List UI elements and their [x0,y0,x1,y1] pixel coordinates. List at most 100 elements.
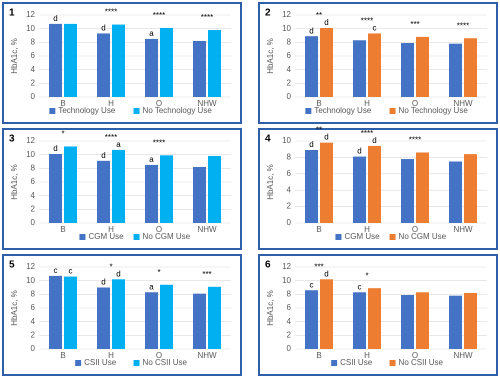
y-tick-label: 12 [26,136,35,145]
bar [193,293,206,349]
bar [320,279,333,349]
x-tick-label: H [108,351,114,360]
legend-swatch [75,360,82,366]
bar [449,43,462,97]
bar [160,155,173,223]
significance-letter: d [101,278,105,287]
significance-letter: c [54,266,58,275]
y-tick-label: 12 [26,10,35,19]
legend-label: No Technology Use [399,106,469,115]
y-tick-label: 12 [282,262,291,271]
legend-swatch [133,234,140,240]
bar [353,40,366,97]
y-tick-label: 4 [31,317,36,326]
bar [305,290,318,349]
bar [145,38,158,97]
x-tick-label: NHW [453,351,473,360]
bar [49,275,62,349]
significance-stars: **** [153,11,165,20]
y-tick-label: 10 [26,150,35,159]
bar [449,295,462,349]
y-tick-label: 2 [287,202,292,211]
significance-stars: **** [105,133,117,142]
bar [208,156,221,223]
significance-letter: d [324,18,328,27]
significance-letter: d [101,151,105,160]
y-tick-label: 2 [31,204,36,213]
x-tick-label: B [316,225,321,234]
y-axis-label: HbA1c, % [266,290,275,326]
y-tick-label: 12 [26,262,35,271]
y-tick-label: 8 [287,153,292,162]
x-tick-label: NHW [453,99,473,108]
significance-letter: a [149,155,154,164]
bar [112,149,125,223]
legend-label: No CSII Use [399,358,444,367]
panel-number: 5 [9,260,15,271]
y-tick-label: 4 [31,65,36,74]
panel-number: 2 [265,8,271,19]
y-tick-label: 10 [282,136,291,145]
significance-stars: **** [409,136,421,145]
x-tick-label: O [412,351,418,360]
legend-label: No Technology Use [143,106,213,115]
y-tick-label: 8 [287,37,292,46]
bar [145,164,158,223]
y-tick-label: 0 [287,92,292,101]
bar [160,284,173,349]
bar [49,153,62,223]
bar [64,276,77,349]
legend-label: CSII Use [84,358,117,367]
significance-stars: * [157,268,160,277]
y-tick-label: 0 [287,218,292,227]
significance-stars: ** [316,11,322,20]
y-tick-label: 2 [287,78,292,87]
bar [401,43,414,97]
bar [368,33,381,97]
y-tick-label: 8 [287,289,292,298]
significance-stars: * [365,271,368,280]
significance-stars: *** [314,262,323,271]
bar [464,292,477,349]
significance-letter: d [309,26,313,35]
legend-swatch [331,360,338,366]
x-tick-label: H [108,99,114,108]
panel-number: 1 [9,8,15,19]
significance-letter: c [373,24,377,33]
significance-stars: **** [153,138,165,147]
bar [401,159,414,223]
x-tick-label: H [364,225,370,234]
y-tick-label: 10 [26,276,35,285]
legend-label: No CGM Use [143,232,191,241]
y-tick-label: 4 [31,191,36,200]
significance-stars: **** [361,17,373,26]
legend-swatch [133,360,140,366]
bar [416,292,429,349]
significance-stars: * [109,262,112,271]
bar [112,24,125,97]
bar [208,30,221,97]
x-tick-label: O [412,225,418,234]
legend-label: No CGM Use [399,232,447,241]
y-tick-label: 4 [287,65,292,74]
y-tick-label: 4 [287,185,292,194]
y-axis-label: HbA1c, % [10,38,19,74]
significance-letter: d [309,140,313,149]
y-tick-label: 2 [31,78,36,87]
y-tick-label: 6 [31,303,36,312]
x-tick-label: NHW [197,351,217,360]
y-tick-label: 6 [287,303,292,312]
significance-stars: **** [361,129,373,138]
significance-stars: ** [316,126,322,135]
bar [416,36,429,97]
x-tick-label: NHW [197,225,217,234]
y-tick-label: 6 [31,177,36,186]
y-tick-label: 2 [287,330,292,339]
y-tick-label: 2 [31,330,36,339]
x-tick-label: B [316,99,321,108]
bar [320,27,333,97]
significance-stars: **** [201,13,213,22]
bar [305,150,318,223]
y-axis-label: HbA1c, % [10,164,19,200]
